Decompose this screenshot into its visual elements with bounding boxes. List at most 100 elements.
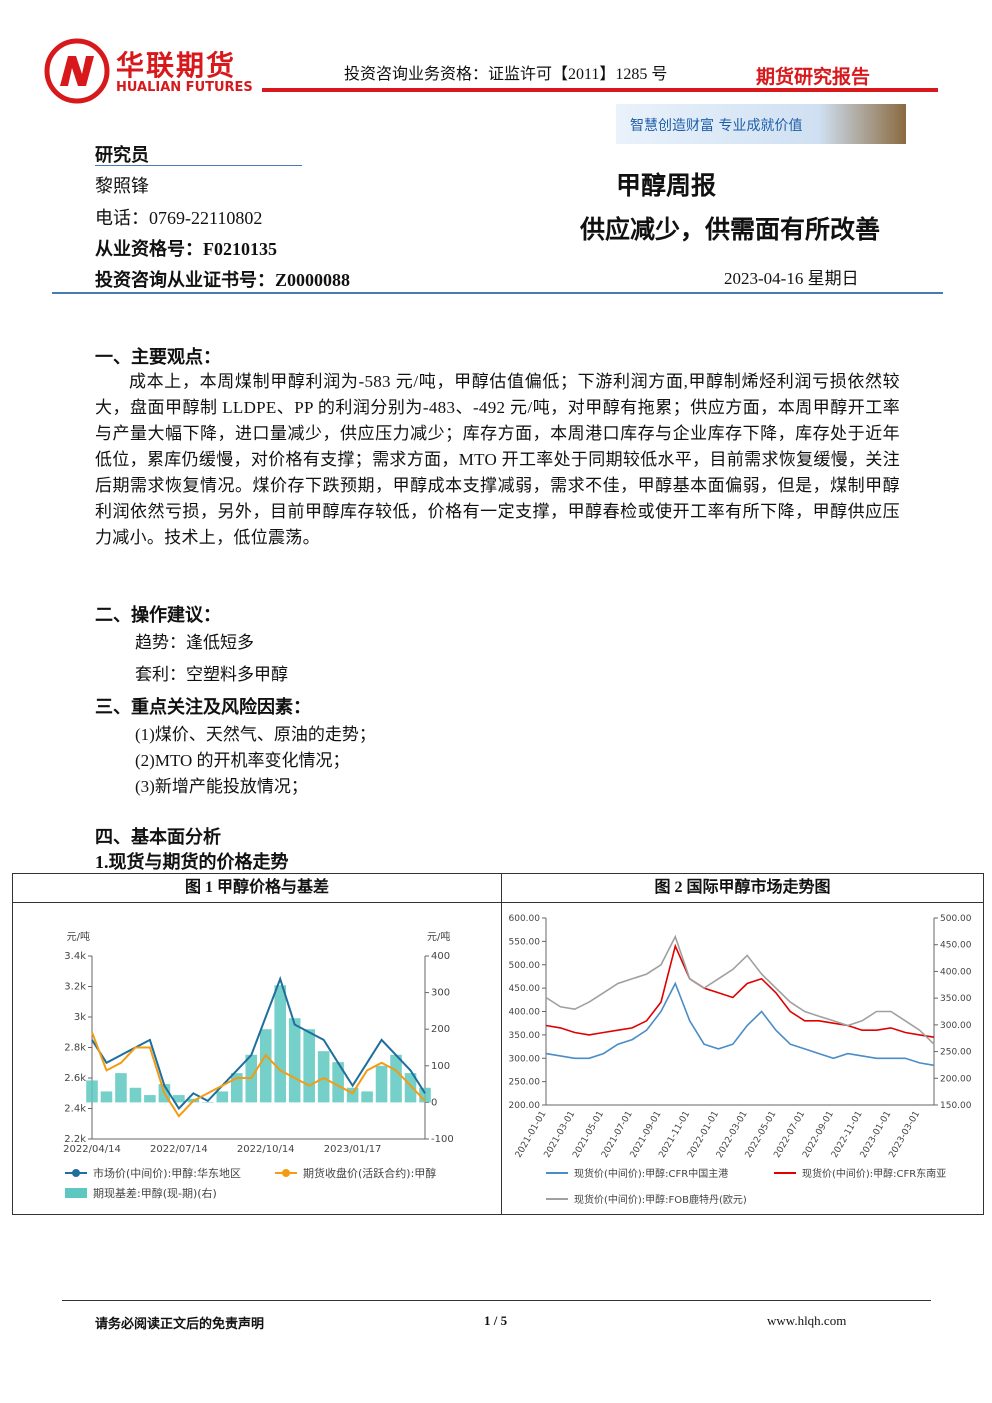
slogan: 智慧创造财富 专业成就价值 (630, 118, 803, 134)
researcher-rule (95, 165, 302, 166)
report-title: 甲醇周报 (616, 171, 717, 200)
figure-table: 图 1 甲醇价格与基差 图 2 国际甲醇市场走势图 (12, 873, 984, 1215)
disclaimer: 请务必阅读正文后的免责声明 (95, 1316, 265, 1331)
chart: 2.2k 2.4k 2.6k 2.8k 3k 3.2k 3.4k -100 0 100 200 300… (63, 930, 454, 1200)
y-tick-label: 550.00 (509, 937, 541, 947)
chart: 200.00 250.00 300.00 350.00 400.00 450.00 500.… (509, 914, 972, 1206)
bar (390, 1054, 402, 1103)
sub-heading: 1.现货与期货的价格走势 (95, 852, 289, 872)
y-tick-label: 3.2k (64, 982, 86, 993)
line-series (545, 981, 935, 1067)
license: 从业资格号：F0210135 (95, 239, 277, 259)
y2-tick-label: 300.00 (940, 1021, 972, 1031)
bar (274, 985, 287, 1103)
y-tick-label: 2.8k (64, 1043, 86, 1054)
legend-label: 现货价(中间价):甲醇:CFR中国主港 (574, 1167, 728, 1180)
x-tick-label: 2022/07/14 (150, 1144, 208, 1155)
y2-tick-label: 500.00 (940, 914, 972, 924)
x-tick-label: 2023/01/17 (324, 1144, 382, 1155)
certificate: 投资咨询从业证书号：Z0000088 (95, 270, 351, 290)
bar (317, 1051, 330, 1103)
list-item: (2)MTO 的开机率变化情况； (135, 751, 350, 770)
legend-label: 市场价(中间价):甲醇:华东地区 (93, 1166, 241, 1180)
bar (129, 1087, 142, 1103)
company: 华联期货 (116, 49, 237, 82)
legend-label: 期现基差:甲醇(现-期)(右) (93, 1186, 217, 1200)
y2-tick-label: 400 (431, 951, 450, 962)
bar (259, 1029, 272, 1103)
page-number: 1 / 5 (484, 1313, 508, 1328)
line-series (545, 943, 935, 1038)
y-tick-label: 2.2k (64, 1134, 86, 1145)
bar (361, 1091, 373, 1103)
bar (100, 1091, 113, 1103)
bar (202, 1102, 214, 1103)
y2-tick-label: 200 (431, 1024, 450, 1035)
bar (173, 1095, 185, 1103)
x-tick-label: 2022/10/14 (237, 1144, 295, 1155)
list-item: 套利：空塑料多甲醇 (135, 665, 288, 684)
legend-swatch (65, 1188, 87, 1198)
researcher-name: 黎照锋 (95, 176, 149, 196)
paragraph: 成本上，本周煤制甲醇利润为-583 元/吨，甲醇估值偏低；下游利润方面,甲醇制烯… (95, 372, 900, 547)
y-tick-label: 2.6k (64, 1073, 86, 1084)
axis-unit: 元/吨 (67, 930, 90, 943)
logo (44, 38, 110, 104)
axis-unit: 元/吨 (427, 930, 450, 943)
header-rule (262, 88, 938, 92)
list-item: 趋势：逢低短多 (135, 633, 254, 652)
bar (216, 1091, 229, 1103)
y-tick-label: 600.00 (509, 914, 541, 924)
researcher-heading: 研究员 (95, 145, 149, 165)
y-tick-label: 350.00 (509, 1031, 541, 1041)
y2-tick-label: 300 (431, 988, 450, 999)
legend-swatch (72, 1169, 80, 1177)
company-en: HUALIAN FUTURES (116, 80, 253, 95)
y2-tick-label: 250.00 (940, 1048, 972, 1058)
bar (375, 1065, 388, 1103)
y2-tick-label: 400.00 (940, 967, 972, 977)
footer-rule (62, 1300, 931, 1301)
line-series (91, 975, 426, 1111)
y-tick-label: 400.00 (509, 1008, 541, 1018)
section-heading: 三、重点关注及风险因素： (95, 697, 311, 717)
report-date: 2023-04-16 星期日 (724, 269, 859, 288)
y2-tick-label: 150.00 (940, 1101, 972, 1111)
qualification: 投资咨询业务资格：证监许可【2011】1285 号 (344, 66, 668, 83)
legend-label: 现货价(中间价):甲醇:CFR东南亚 (802, 1167, 946, 1180)
legend-label: 期货收盘价(活跃合约):甲醇 (303, 1166, 436, 1180)
bar (404, 1073, 417, 1103)
y2-tick-label: -100 (431, 1134, 454, 1145)
x-tick-label: 2022/04/14 (63, 1144, 121, 1155)
phone: 电话：0769-22110802 (95, 208, 263, 228)
x-tick-label: 2023-03-01 (887, 1110, 922, 1160)
bar (288, 1018, 301, 1103)
report-type: 期货研究报告 (756, 66, 871, 88)
list-item: (3)新增产能投放情况； (135, 777, 308, 796)
y2-tick-label: 450.00 (940, 941, 972, 951)
header-bottom-rule (52, 292, 943, 294)
legend-swatch (282, 1169, 290, 1177)
list-item: (1)煤价、天然气、原油的走势； (135, 725, 376, 744)
website: www.hlqh.com (767, 1313, 847, 1328)
y2-tick-label: 200.00 (940, 1074, 972, 1084)
figure-divider (501, 874, 502, 1214)
bar (144, 1095, 156, 1103)
bar (115, 1073, 127, 1103)
slogan-box: 智慧创造财富 专业成就价值 (616, 104, 906, 144)
bar (419, 1087, 431, 1103)
y-tick-label: 500.00 (509, 961, 541, 971)
y-tick-label: 200.00 (509, 1101, 541, 1111)
section-heading: 一、主要观点： (95, 347, 221, 367)
y-tick-label: 3k (74, 1012, 86, 1023)
legend-label: 现货价(中间价):甲醇:FOB鹿特丹(欧元) (574, 1193, 747, 1206)
figure-title: 图 1 甲醇价格与基差 (13, 874, 502, 903)
line-series (545, 934, 935, 1045)
y-tick-label: 3.4k (64, 951, 86, 962)
y2-tick-label: 350.00 (940, 994, 972, 1004)
report-subtitle: 供应减少，供需面有所改善 (580, 215, 881, 244)
y-tick-label: 250.00 (509, 1078, 541, 1088)
bar (303, 1029, 315, 1103)
line-series (91, 1031, 426, 1118)
